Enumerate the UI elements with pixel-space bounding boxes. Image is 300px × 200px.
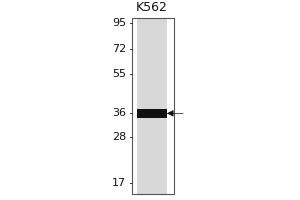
Text: 36: 36 <box>112 108 126 118</box>
Text: 72: 72 <box>112 44 126 54</box>
Text: 55: 55 <box>112 69 126 79</box>
Bar <box>136 18 166 194</box>
Text: K562: K562 <box>136 1 167 14</box>
Bar <box>136 109 166 118</box>
Bar <box>132 18 174 194</box>
Text: 17: 17 <box>112 178 126 188</box>
Text: 95: 95 <box>112 18 126 28</box>
Text: 28: 28 <box>112 132 126 142</box>
